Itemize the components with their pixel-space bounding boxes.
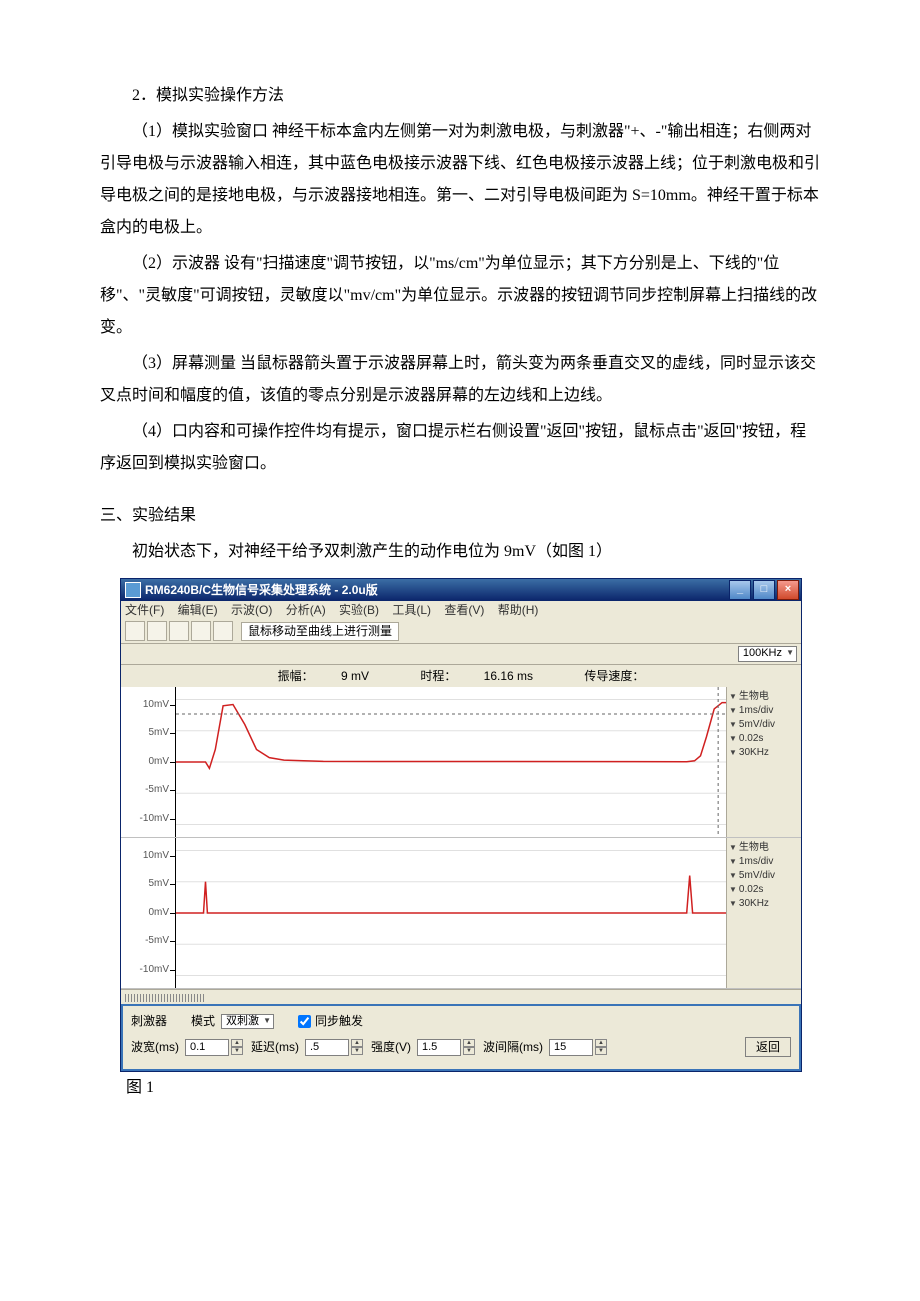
para-5: 初始状态下，对神经干给予双刺激产生的动作电位为 9mV（如图 1） xyxy=(100,536,820,568)
menu-item[interactable]: 工具(L) xyxy=(392,603,431,617)
y-tick: 0mV xyxy=(148,907,169,919)
menu-item[interactable]: 实验(B) xyxy=(339,603,379,617)
spinner-icon[interactable]: ▲▼ xyxy=(595,1039,607,1055)
titlebar[interactable]: RM6240B/C生物信号采集处理系统 - 2.0u版 _ □ × xyxy=(121,579,801,601)
para-2: （2）示波器 设有"扫描速度"调节按钮，以"ms/cm"为单位显示；其下方分别是… xyxy=(100,248,820,344)
y-tick: 5mV xyxy=(148,878,169,890)
filter[interactable]: 30KHz xyxy=(729,898,799,910)
mode-label: 模式 xyxy=(191,1014,215,1028)
spinner-icon[interactable]: ▲▼ xyxy=(351,1039,363,1055)
y-axis-1: 10mV 5mV 0mV -5mV -10mV xyxy=(121,687,176,837)
toolbar-new-icon[interactable] xyxy=(125,621,145,641)
channel-name[interactable]: 生物电 xyxy=(729,691,799,703)
readout-bar: 振幅： 9 mV 时程： 16.16 ms 传导速度： xyxy=(121,665,801,687)
toolbar-print-icon[interactable] xyxy=(213,621,233,641)
menubar: 文件(F) 编辑(E) 示波(O) 分析(A) 实验(B) 工具(L) 查看(V… xyxy=(121,601,801,619)
minimize-button[interactable]: _ xyxy=(729,580,751,600)
interval-input[interactable]: 15 xyxy=(549,1039,593,1056)
y-tick: 0mV xyxy=(148,756,169,768)
window[interactable]: 0.02s xyxy=(729,884,799,896)
channel-name[interactable]: 生物电 xyxy=(729,842,799,854)
menu-item[interactable]: 编辑(E) xyxy=(178,603,218,617)
stimulator-panel: 刺激器 模式 双刺激 同步触发 波宽(ms) 0.1 ▲▼ 延迟(ms) .5 … xyxy=(121,1004,801,1071)
spinner-icon[interactable]: ▲▼ xyxy=(463,1039,475,1055)
y-tick: 10mV xyxy=(143,850,169,862)
toolbar-open-icon[interactable] xyxy=(147,621,167,641)
y-tick: -5mV xyxy=(145,935,169,947)
y-tick: 10mV xyxy=(143,699,169,711)
sync-label: 同步触发 xyxy=(315,1014,363,1028)
stim-title: 刺激器 xyxy=(131,1014,167,1028)
maximize-button[interactable]: □ xyxy=(753,580,775,600)
y-axis-2: 10mV 5mV 0mV -5mV -10mV xyxy=(121,838,176,988)
section-2-title: 2．模拟实验操作方法 xyxy=(100,80,820,112)
window-title: RM6240B/C生物信号采集处理系统 - 2.0u版 xyxy=(145,583,378,597)
back-button[interactable]: 返回 xyxy=(745,1037,791,1057)
amp-value: 9 mV xyxy=(341,669,369,683)
delay-label: 延迟(ms) xyxy=(251,1040,299,1054)
menu-item[interactable]: 帮助(H) xyxy=(498,603,539,617)
y-tick: 5mV xyxy=(148,727,169,739)
intensity-label: 强度(V) xyxy=(371,1040,411,1054)
chart-2[interactable]: 10mV 5mV 0mV -5mV -10mV 生物电 1ms/div 5mV/… xyxy=(121,838,801,989)
window[interactable]: 0.02s xyxy=(729,733,799,745)
width-input[interactable]: 0.1 xyxy=(185,1039,229,1056)
top-controls: 100KHz xyxy=(121,644,801,664)
app-window: RM6240B/C生物信号采集处理系统 - 2.0u版 _ □ × 文件(F) … xyxy=(120,578,802,1072)
speed-label: 传导速度： xyxy=(584,669,644,683)
mode-dropdown[interactable]: 双刺激 xyxy=(221,1014,274,1029)
status-strip xyxy=(121,989,801,1004)
filter[interactable]: 30KHz xyxy=(729,747,799,759)
para-1: （1）模拟实验窗口 神经干标本盒内左侧第一对为刺激电极，与刺激器"+、-"输出相… xyxy=(100,116,820,244)
spinner-icon[interactable]: ▲▼ xyxy=(231,1039,243,1055)
section-3-title: 三、实验结果 xyxy=(100,500,820,532)
channel-panel-2: 生物电 1ms/div 5mV/div 0.02s 30KHz xyxy=(726,838,801,988)
width-label: 波宽(ms) xyxy=(131,1040,179,1054)
sample-rate-dropdown[interactable]: 100KHz xyxy=(738,646,797,661)
para-3: （3）屏幕测量 当鼠标器箭头置于示波器屏幕上时，箭头变为两条垂直交叉的虚线，同时… xyxy=(100,348,820,412)
time-value: 16.16 ms xyxy=(484,669,533,683)
y-tick: -10mV xyxy=(140,964,169,976)
channel-panel-1: 生物电 1ms/div 5mV/div 0.02s 30KHz xyxy=(726,687,801,837)
delay-input[interactable]: .5 xyxy=(305,1039,349,1056)
volt-div[interactable]: 5mV/div xyxy=(729,719,799,731)
y-tick: -5mV xyxy=(145,784,169,796)
menu-item[interactable]: 分析(A) xyxy=(286,603,326,617)
app-icon xyxy=(125,582,141,598)
time-div[interactable]: 1ms/div xyxy=(729,856,799,868)
toolbar: 鼠标移动至曲线上进行测量 xyxy=(121,619,801,644)
figure-caption: 图 1 xyxy=(126,1072,154,1104)
chart-1[interactable]: 10mV 5mV 0mV -5mV -10mV 生物电 1ms/div 5mV/… xyxy=(121,687,801,838)
y-tick: -10mV xyxy=(140,813,169,825)
volt-div[interactable]: 5mV/div xyxy=(729,870,799,882)
time-label: 时程： xyxy=(420,669,456,683)
intensity-input[interactable]: 1.5 xyxy=(417,1039,461,1056)
interval-label: 波间隔(ms) xyxy=(483,1040,543,1054)
close-button[interactable]: × xyxy=(777,580,799,600)
toolbar-stop-icon[interactable] xyxy=(191,621,211,641)
toolbar-tooltip: 鼠标移动至曲线上进行测量 xyxy=(241,622,399,640)
time-div[interactable]: 1ms/div xyxy=(729,705,799,717)
toolbar-save-icon[interactable] xyxy=(169,621,189,641)
para-4: （4）口内容和可操作控件均有提示，窗口提示栏右侧设置"返回"按钮，鼠标点击"返回… xyxy=(100,416,820,480)
sync-checkbox[interactable] xyxy=(298,1015,311,1028)
menu-item[interactable]: 文件(F) xyxy=(125,603,164,617)
amp-label: 振幅： xyxy=(278,669,314,683)
menu-item[interactable]: 示波(O) xyxy=(231,603,272,617)
menu-item[interactable]: 查看(V) xyxy=(444,603,484,617)
